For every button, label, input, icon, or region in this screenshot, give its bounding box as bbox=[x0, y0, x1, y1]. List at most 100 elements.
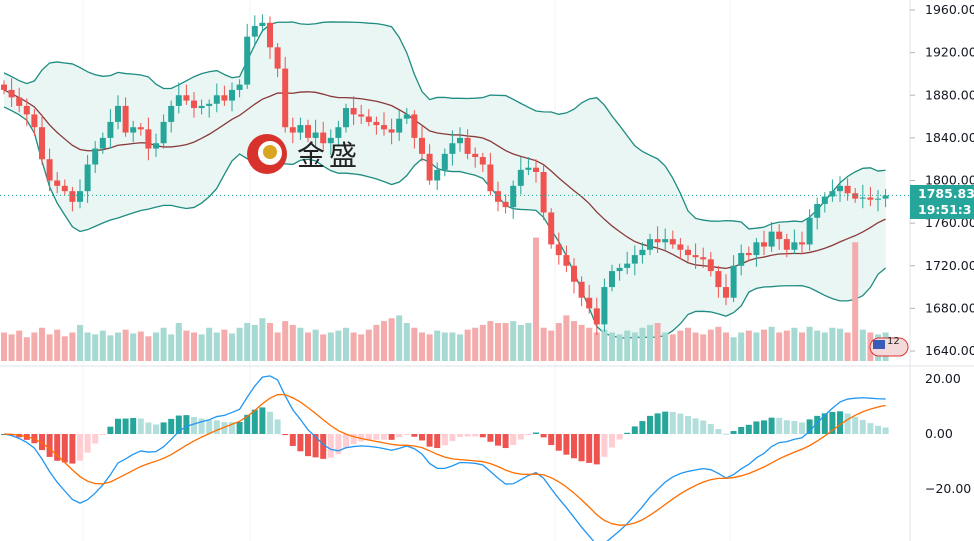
volume-bar bbox=[358, 334, 365, 361]
volume-bar bbox=[677, 330, 684, 361]
volume-bar bbox=[548, 330, 555, 361]
macd-histogram-bar bbox=[472, 434, 479, 437]
candle-body bbox=[616, 267, 623, 272]
candle-body bbox=[533, 167, 539, 172]
volume-bar bbox=[692, 332, 699, 361]
volume-bar bbox=[305, 332, 311, 361]
volume-bar bbox=[738, 332, 745, 361]
volume-bar bbox=[814, 330, 821, 361]
macd-histogram-bar bbox=[555, 434, 562, 451]
candle-body bbox=[776, 231, 783, 240]
candle-body bbox=[327, 137, 334, 144]
macd-histogram-bar bbox=[130, 417, 137, 434]
volume-bar bbox=[540, 327, 547, 361]
candle-body bbox=[875, 198, 881, 200]
candle-body bbox=[799, 242, 805, 245]
candle-body bbox=[130, 127, 137, 133]
candle-body bbox=[495, 191, 501, 202]
volume-bar bbox=[768, 326, 775, 361]
logo-icon bbox=[247, 134, 287, 174]
macd-histogram-bar bbox=[517, 434, 524, 440]
volume-bar bbox=[479, 324, 486, 361]
candle-body bbox=[639, 249, 646, 256]
candle-body bbox=[434, 169, 441, 181]
volume-bar bbox=[373, 324, 380, 361]
price-tick-label: 1720.00 bbox=[925, 258, 974, 273]
volume-bar bbox=[426, 334, 433, 361]
signal-line bbox=[3, 393, 886, 526]
macd-histogram-bar bbox=[84, 434, 91, 453]
volume-bar bbox=[236, 327, 243, 361]
volume-bar bbox=[221, 329, 228, 361]
volume-bar bbox=[601, 329, 608, 361]
candle-body bbox=[236, 84, 243, 90]
macd-histogram-bar bbox=[753, 421, 760, 434]
macd-histogram-bar bbox=[677, 413, 684, 434]
volume-bar bbox=[31, 332, 38, 361]
macd-histogram-bar bbox=[837, 411, 843, 434]
volume-bar bbox=[495, 323, 501, 361]
candle-body bbox=[373, 121, 380, 126]
macd-histogram-bar bbox=[221, 422, 228, 434]
volume-bar bbox=[723, 332, 729, 361]
candle-body bbox=[137, 127, 144, 130]
volume-bar bbox=[745, 330, 752, 361]
volume-bar bbox=[411, 327, 418, 361]
candle-body bbox=[487, 164, 494, 192]
macd-histogram-bar bbox=[502, 434, 509, 449]
volume-bar bbox=[130, 333, 137, 361]
volume-bar bbox=[571, 321, 577, 361]
volume-bar bbox=[647, 324, 653, 361]
macd-histogram-bar bbox=[776, 417, 783, 434]
candle-body bbox=[350, 108, 357, 115]
macd-histogram-bar bbox=[312, 434, 319, 458]
macd-histogram-bar bbox=[137, 418, 144, 434]
candle-body bbox=[426, 153, 433, 181]
volume-bar bbox=[700, 334, 707, 361]
candle-body bbox=[16, 97, 23, 106]
volume-bar bbox=[99, 330, 106, 361]
candle-body bbox=[867, 197, 874, 200]
macd-histogram-bar bbox=[61, 434, 68, 463]
candle-body bbox=[206, 103, 213, 106]
macd-histogram-bar bbox=[852, 416, 859, 434]
macd-histogram-bar bbox=[54, 434, 61, 461]
candle-body bbox=[677, 244, 684, 250]
macd-histogram-bar bbox=[487, 434, 494, 442]
volume-bar bbox=[213, 332, 220, 361]
volume-bar bbox=[145, 336, 152, 361]
candle-body bbox=[1, 84, 7, 90]
candle-body bbox=[305, 125, 311, 138]
candle-body bbox=[464, 137, 471, 154]
macd-histogram-bar bbox=[388, 434, 395, 440]
volume-bar bbox=[685, 327, 691, 361]
candle-body bbox=[715, 271, 722, 288]
volume-bar bbox=[23, 337, 30, 361]
candle-body bbox=[730, 265, 737, 298]
volume-bar bbox=[84, 332, 91, 361]
volume-bar bbox=[669, 334, 676, 361]
macd-histogram-bar bbox=[814, 415, 821, 434]
volume-bar bbox=[54, 329, 61, 361]
macd-histogram-bar bbox=[206, 420, 213, 434]
volume-bar bbox=[791, 327, 798, 361]
candle-body bbox=[631, 255, 638, 264]
candle-body bbox=[502, 201, 509, 208]
volume-bar bbox=[191, 332, 197, 361]
volume-bar bbox=[502, 323, 509, 361]
macd-histogram-bar bbox=[115, 418, 121, 434]
volume-bar bbox=[563, 315, 570, 361]
volume-bar bbox=[107, 335, 114, 361]
candle-body bbox=[115, 105, 121, 122]
bollinger-fill bbox=[4, 21, 886, 339]
candle-body bbox=[563, 255, 570, 266]
candle-body bbox=[411, 114, 418, 138]
volume-bar bbox=[631, 332, 638, 361]
macd-histogram-bar bbox=[426, 434, 433, 447]
volume-bar bbox=[609, 332, 615, 361]
candle-body bbox=[472, 153, 479, 158]
candle-body bbox=[783, 239, 790, 250]
macd-histogram-bar bbox=[662, 411, 669, 434]
volume-bar bbox=[487, 321, 494, 361]
candle-body bbox=[700, 257, 707, 260]
